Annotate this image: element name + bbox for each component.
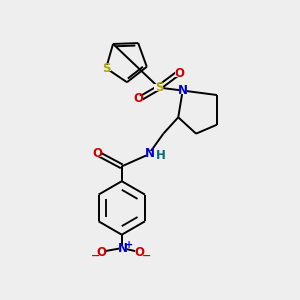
Text: S: S: [102, 62, 110, 75]
FancyBboxPatch shape: [158, 152, 164, 158]
FancyBboxPatch shape: [93, 151, 101, 157]
Text: S: S: [155, 81, 163, 94]
FancyBboxPatch shape: [135, 96, 142, 102]
FancyBboxPatch shape: [119, 245, 128, 251]
Text: +: +: [125, 239, 133, 250]
FancyBboxPatch shape: [101, 65, 111, 71]
Text: N: N: [178, 84, 188, 97]
Text: −: −: [91, 251, 100, 261]
FancyBboxPatch shape: [178, 87, 187, 94]
FancyBboxPatch shape: [146, 151, 154, 157]
Text: O: O: [174, 67, 184, 80]
Text: H: H: [156, 148, 166, 162]
FancyBboxPatch shape: [175, 70, 183, 76]
Text: O: O: [96, 246, 106, 259]
Text: N: N: [145, 147, 155, 161]
Text: O: O: [135, 246, 145, 259]
FancyBboxPatch shape: [97, 250, 105, 256]
Text: O: O: [92, 147, 102, 161]
FancyBboxPatch shape: [136, 250, 143, 256]
Text: N: N: [118, 242, 128, 255]
Text: −: −: [142, 251, 151, 261]
FancyBboxPatch shape: [154, 84, 164, 91]
Text: O: O: [134, 92, 144, 105]
